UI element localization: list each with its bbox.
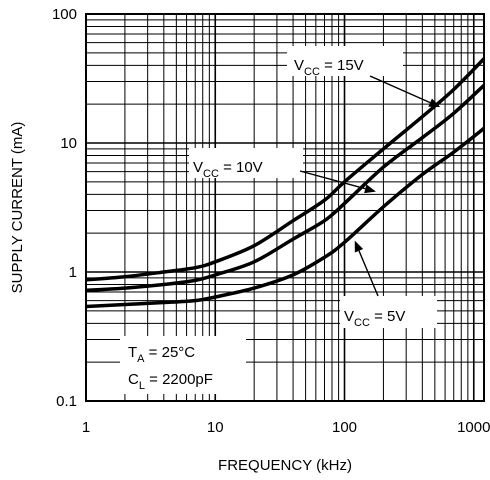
- series-line: [85, 84, 486, 293]
- vcc15-arrow-head: [428, 98, 441, 108]
- series-line: [85, 126, 486, 309]
- vcc5-arrow-line: [358, 250, 379, 297]
- x-tick-labels: 1 10 100 1000: [82, 419, 490, 436]
- vcc10-label: VCC = 10V: [193, 159, 263, 180]
- vcc10-arrow-head: [364, 184, 376, 194]
- y-tick-label: 100: [52, 6, 77, 23]
- vcc10-arrow-line: [299, 170, 366, 190]
- series-lines: [85, 57, 486, 309]
- condition-load-capacitance: CL = 2200pF: [128, 371, 213, 392]
- x-tick-label: 1: [82, 419, 90, 436]
- vcc5-label-box: [340, 296, 437, 328]
- y-tick-label: 10: [60, 135, 77, 152]
- y-tick-label: 0.1: [56, 393, 77, 410]
- vcc15-label-box: [287, 46, 403, 76]
- vcc5-arrow-head: [354, 240, 364, 253]
- vcc15-label: VCC = 15V: [294, 57, 364, 78]
- vcc15-arrow-line: [369, 75, 431, 104]
- y-tick-label: 1: [69, 264, 77, 281]
- x-tick-label: 10: [207, 419, 224, 436]
- y-tick-labels: 0.1 1 10 100: [52, 6, 77, 410]
- vcc10-label-box: [189, 148, 303, 178]
- series-line: [85, 57, 486, 282]
- plot-frame: [85, 13, 485, 402]
- y-axis-label: SUPPLY CURRENT (mA): [9, 122, 26, 294]
- x-tick-label: 1000: [457, 419, 490, 436]
- x-axis-label: FREQUENCY (kHz): [218, 457, 352, 474]
- annotations: VCC = 15V VCC = 10V VCC = 5V TA = 25°C CL = …: [120, 46, 441, 394]
- vcc5-label: VCC = 5V: [344, 308, 405, 329]
- condition-temperature: TA = 25°C: [128, 344, 195, 365]
- x-tick-label: 100: [332, 419, 357, 436]
- conditions-box: [120, 336, 246, 394]
